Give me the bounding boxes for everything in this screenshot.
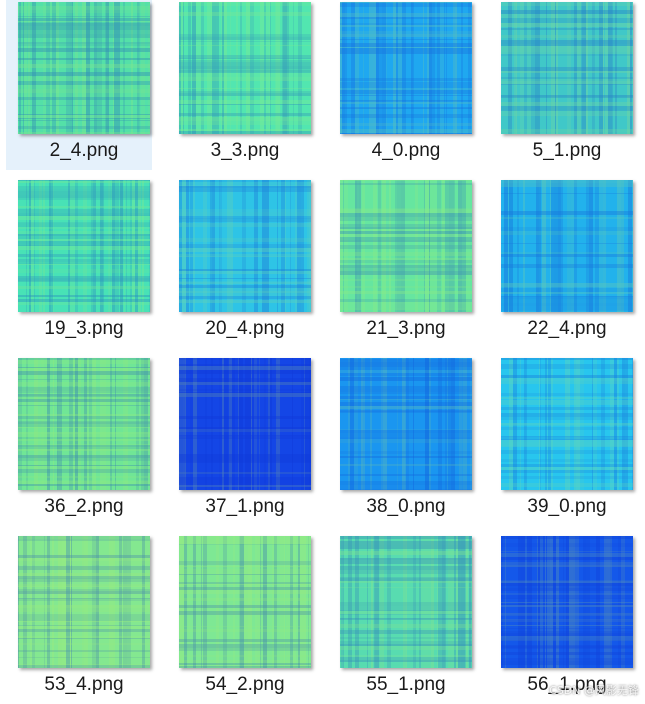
image-thumbnail bbox=[340, 358, 472, 490]
file-item[interactable]: 55_1.png bbox=[328, 534, 474, 704]
heatmap-preview bbox=[18, 536, 150, 668]
heatmap-preview bbox=[340, 358, 472, 490]
heatmap-preview bbox=[18, 358, 150, 490]
file-name-label: 20_4.png bbox=[205, 318, 285, 339]
heatmap-preview bbox=[501, 358, 633, 490]
heatmap-preview bbox=[179, 180, 311, 312]
file-item[interactable]: 53_4.png bbox=[6, 534, 152, 704]
file-item[interactable]: 20_4.png bbox=[167, 178, 313, 348]
file-item[interactable]: 3_3.png bbox=[167, 0, 313, 170]
heatmap-preview bbox=[340, 180, 472, 312]
heatmap-preview bbox=[340, 536, 472, 668]
file-name-label: 55_1.png bbox=[366, 674, 446, 695]
heatmap-preview bbox=[501, 2, 633, 134]
file-name-label: 38_0.png bbox=[366, 496, 446, 517]
image-thumbnail bbox=[340, 536, 472, 668]
image-thumbnail bbox=[340, 2, 472, 134]
file-item[interactable]: 37_1.png bbox=[167, 356, 313, 526]
file-name-label: 39_0.png bbox=[527, 496, 607, 517]
heatmap-preview bbox=[18, 2, 150, 134]
image-thumbnail bbox=[18, 180, 150, 312]
file-name-label: 3_3.png bbox=[210, 140, 280, 161]
file-item[interactable]: 39_0.png bbox=[489, 356, 635, 526]
file-item[interactable]: 56_1.png bbox=[489, 534, 635, 704]
file-name-label: 54_2.png bbox=[205, 674, 285, 695]
file-name-label: 5_1.png bbox=[532, 140, 602, 161]
heatmap-preview bbox=[340, 2, 472, 134]
watermark: CSDN @风影无锋 bbox=[549, 684, 639, 697]
file-name-label: 36_2.png bbox=[44, 496, 124, 517]
heatmap-preview bbox=[179, 358, 311, 490]
image-thumbnail bbox=[179, 536, 311, 668]
image-thumbnail bbox=[501, 536, 633, 668]
image-thumbnail bbox=[18, 2, 150, 134]
image-thumbnail bbox=[340, 180, 472, 312]
file-name-label: 19_3.png bbox=[44, 318, 124, 339]
heatmap-preview bbox=[179, 2, 311, 134]
image-thumbnail bbox=[501, 180, 633, 312]
file-name-label: 53_4.png bbox=[44, 674, 124, 695]
file-item[interactable]: 36_2.png bbox=[6, 356, 152, 526]
file-item[interactable]: 5_1.png bbox=[489, 0, 635, 170]
file-name-label: 2_4.png bbox=[49, 140, 119, 161]
image-thumbnail bbox=[501, 2, 633, 134]
heatmap-preview bbox=[179, 536, 311, 668]
file-item[interactable]: 54_2.png bbox=[167, 534, 313, 704]
image-thumbnail bbox=[18, 358, 150, 490]
image-thumbnail bbox=[179, 180, 311, 312]
file-item[interactable]: 19_3.png bbox=[6, 178, 152, 348]
file-item[interactable]: 2_4.png bbox=[6, 0, 152, 170]
heatmap-preview bbox=[18, 180, 150, 312]
file-name-label: 37_1.png bbox=[205, 496, 285, 517]
heatmap-preview bbox=[501, 180, 633, 312]
file-item[interactable]: 38_0.png bbox=[328, 356, 474, 526]
file-item[interactable]: 22_4.png bbox=[489, 178, 635, 348]
heatmap-preview bbox=[501, 536, 633, 668]
file-item[interactable]: 4_0.png bbox=[328, 0, 474, 170]
file-item[interactable]: 21_3.png bbox=[328, 178, 474, 348]
image-thumbnail bbox=[501, 358, 633, 490]
file-name-label: 4_0.png bbox=[371, 140, 441, 161]
file-name-label: 56_1.png bbox=[527, 674, 607, 695]
file-name-label: 22_4.png bbox=[527, 318, 607, 339]
image-thumbnail bbox=[18, 536, 150, 668]
file-name-label: 21_3.png bbox=[366, 318, 446, 339]
image-thumbnail bbox=[179, 2, 311, 134]
image-thumbnail bbox=[179, 358, 311, 490]
